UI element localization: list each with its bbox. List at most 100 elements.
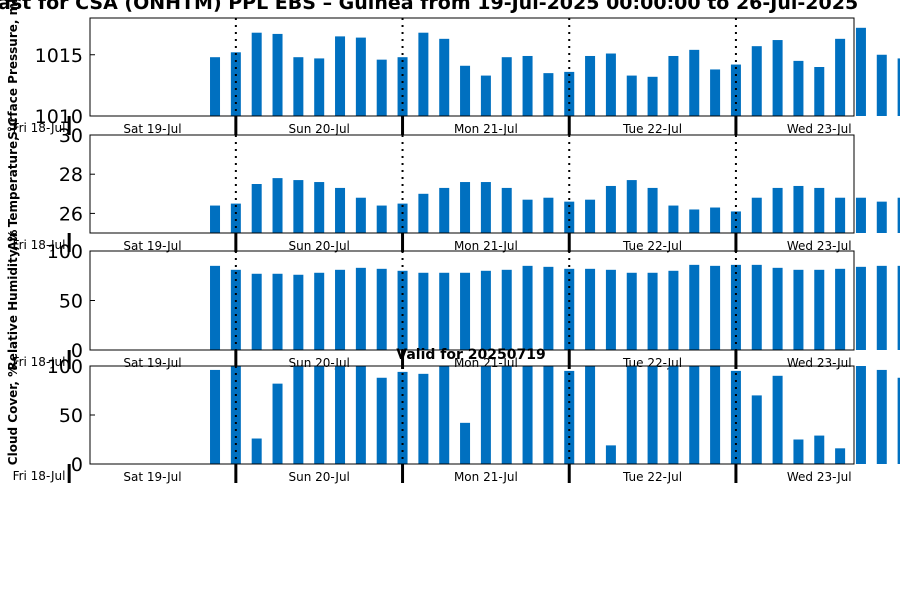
- bar: [605, 445, 616, 464]
- bar: [772, 375, 783, 464]
- y-tick-label: 1010: [35, 106, 83, 128]
- bar: [689, 209, 700, 233]
- bar: [376, 377, 387, 464]
- bar: [855, 366, 866, 464]
- bar: [439, 272, 450, 350]
- bar: [835, 268, 846, 350]
- bar: [772, 40, 783, 116]
- partial-day-label: Fri 18-Jul: [13, 355, 66, 369]
- bar: [418, 272, 429, 350]
- y-tick-label: 50: [59, 405, 83, 427]
- bar: [751, 395, 762, 464]
- bar: [626, 272, 637, 350]
- bar: [814, 435, 825, 464]
- bar: [585, 268, 596, 350]
- bar: [314, 366, 325, 464]
- bar: [855, 197, 866, 233]
- bar: [543, 73, 554, 117]
- bar: [501, 57, 512, 116]
- bar: [585, 55, 596, 116]
- bar: [230, 52, 241, 116]
- bar: [376, 59, 387, 116]
- bar: [689, 264, 700, 350]
- bar: [439, 366, 450, 464]
- bar: [314, 58, 325, 116]
- bar: [751, 46, 762, 116]
- bar: [710, 207, 721, 233]
- bar: [293, 366, 304, 464]
- y-tick-label: 100: [47, 241, 83, 263]
- bar: [647, 366, 658, 464]
- bar: [355, 197, 366, 233]
- bar: [355, 37, 366, 116]
- bar: [480, 366, 491, 464]
- bar: [439, 38, 450, 116]
- bar: [210, 205, 221, 233]
- bar: [710, 265, 721, 350]
- y-tick-label: 30: [59, 125, 83, 147]
- bar: [897, 197, 900, 233]
- bar: [397, 270, 408, 350]
- bar: [418, 373, 429, 464]
- bar: [522, 366, 533, 464]
- bar: [418, 32, 429, 117]
- bar: [668, 270, 679, 350]
- axes-frame: [89, 17, 855, 117]
- bar: [251, 32, 262, 117]
- figure-title: ast for CSA (ONHTM) PPL EBS – Guinea fro…: [0, 0, 858, 14]
- y-axis-label: Cloud Cover, %: [6, 365, 20, 465]
- bar: [647, 76, 658, 116]
- bar: [439, 187, 450, 233]
- bar: [335, 187, 346, 233]
- bar: [793, 60, 804, 117]
- day-label: Sun 20-Jul: [289, 239, 350, 253]
- bar: [730, 64, 741, 116]
- day-label: Mon 21-Jul: [454, 470, 518, 484]
- bar: [293, 57, 304, 116]
- bar: [293, 180, 304, 233]
- bar: [460, 182, 471, 233]
- bar: [251, 273, 262, 350]
- bar: [710, 366, 721, 464]
- bar: [814, 269, 825, 350]
- bar: [689, 49, 700, 116]
- bar: [335, 269, 346, 350]
- bar: [855, 27, 866, 116]
- bar: [397, 203, 408, 233]
- bar: [397, 371, 408, 464]
- bar: [876, 369, 887, 464]
- partial-day-label: Fri 18-Jul: [13, 238, 66, 252]
- panel-surface-pressure: 1010 1015 Fri 18-Jul Sat 19-Jul Sun 20-Jul Mo…: [6, 0, 900, 140]
- bar: [335, 366, 346, 464]
- bar: [210, 57, 221, 116]
- bar: [647, 272, 658, 350]
- y-tick-label: 26: [59, 203, 83, 225]
- bar: [793, 439, 804, 464]
- bar: [605, 53, 616, 116]
- bar: [772, 267, 783, 350]
- day-label: Sat 19-Jul: [123, 239, 181, 253]
- bar: [272, 33, 283, 116]
- bar: [293, 274, 304, 350]
- partial-day-label: Fri 18-Jul: [13, 469, 66, 483]
- bar: [751, 197, 762, 233]
- bar: [501, 187, 512, 233]
- day-label: Sun 20-Jul: [289, 470, 350, 484]
- bar: [543, 366, 554, 464]
- day-label: Sat 19-Jul: [123, 356, 181, 370]
- bar: [210, 369, 221, 464]
- bar: [397, 57, 408, 116]
- bar: [314, 272, 325, 350]
- bar: [647, 187, 658, 233]
- bar: [710, 69, 721, 116]
- bar: [543, 197, 554, 233]
- day-label: Tue 22-Jul: [622, 122, 682, 136]
- y-axis-label: Relative Humidity, %: [6, 230, 20, 371]
- partial-day-label: Fri 18-Jul: [13, 121, 66, 135]
- day-label: Sat 19-Jul: [123, 122, 181, 136]
- bar: [897, 58, 900, 116]
- day-label: Wed 23-Jul: [787, 122, 852, 136]
